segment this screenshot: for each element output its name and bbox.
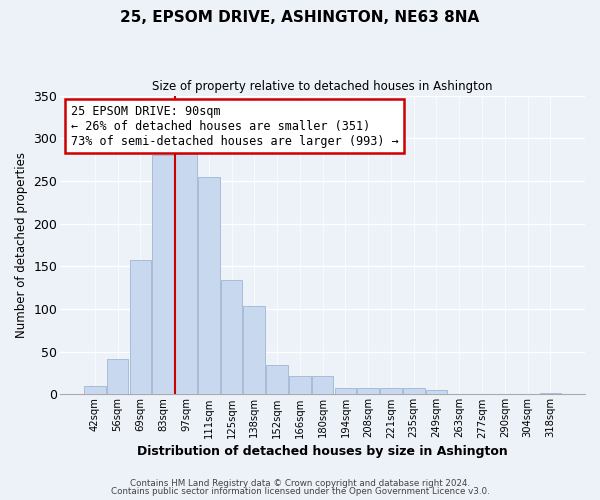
Text: 25 EPSOM DRIVE: 90sqm
← 26% of detached houses are smaller (351)
73% of semi-det: 25 EPSOM DRIVE: 90sqm ← 26% of detached … bbox=[71, 104, 398, 148]
Text: Contains HM Land Registry data © Crown copyright and database right 2024.: Contains HM Land Registry data © Crown c… bbox=[130, 478, 470, 488]
Bar bbox=[335, 388, 356, 394]
Bar bbox=[289, 376, 311, 394]
Bar bbox=[221, 280, 242, 394]
Bar bbox=[266, 364, 288, 394]
Bar bbox=[380, 388, 402, 394]
Bar bbox=[425, 390, 447, 394]
Y-axis label: Number of detached properties: Number of detached properties bbox=[15, 152, 28, 338]
Bar bbox=[539, 392, 561, 394]
Bar bbox=[403, 388, 425, 394]
Title: Size of property relative to detached houses in Ashington: Size of property relative to detached ho… bbox=[152, 80, 493, 93]
Bar bbox=[358, 388, 379, 394]
Bar bbox=[84, 386, 106, 394]
Bar bbox=[107, 358, 128, 394]
Bar bbox=[198, 176, 220, 394]
Bar bbox=[312, 376, 334, 394]
Text: Contains public sector information licensed under the Open Government Licence v3: Contains public sector information licen… bbox=[110, 488, 490, 496]
Bar bbox=[152, 156, 174, 394]
Bar bbox=[175, 154, 197, 394]
X-axis label: Distribution of detached houses by size in Ashington: Distribution of detached houses by size … bbox=[137, 444, 508, 458]
Text: 25, EPSOM DRIVE, ASHINGTON, NE63 8NA: 25, EPSOM DRIVE, ASHINGTON, NE63 8NA bbox=[121, 10, 479, 25]
Bar bbox=[130, 260, 151, 394]
Bar bbox=[244, 306, 265, 394]
